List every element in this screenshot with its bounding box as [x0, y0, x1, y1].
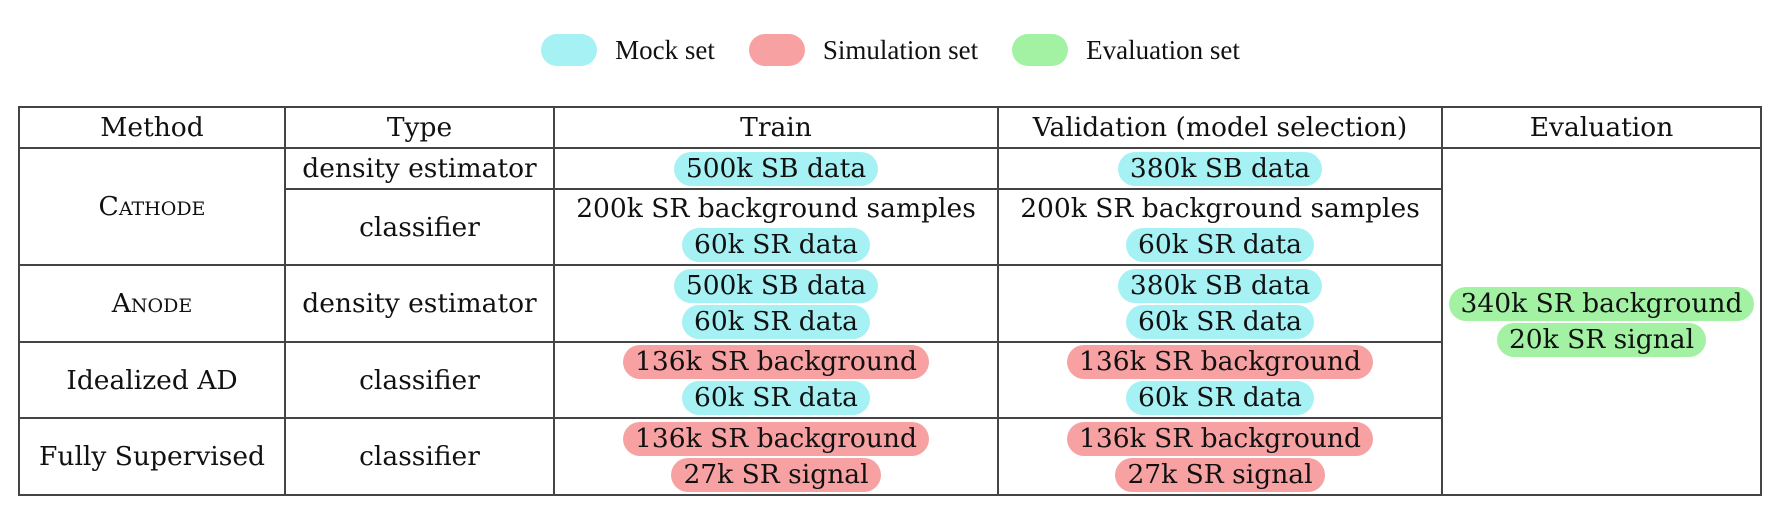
- header-evaluation: Evaluation: [1441, 105, 1762, 150]
- mock-chip: 60k SR data: [682, 381, 870, 416]
- validation-cell: 200k SR background samples 60k SR data: [997, 187, 1443, 267]
- header-type: Type: [284, 105, 555, 150]
- type-cell: classifier: [284, 187, 555, 267]
- header-method: Method: [18, 105, 286, 150]
- mock-set-swatch: [541, 34, 598, 66]
- header-row: Method Type Train Validation (model sele…: [18, 105, 1762, 150]
- legend-item-simulation: Simulation set: [748, 34, 979, 66]
- mock-chip: 60k SR data: [682, 304, 870, 339]
- mock-chip: 60k SR data: [1126, 228, 1314, 262]
- train-cell: 200k SR background samples 60k SR data: [553, 187, 999, 267]
- legend-item-mock: Mock set: [541, 34, 715, 66]
- simulation-set-swatch: [748, 34, 805, 66]
- plain-entry: 200k SR background samples: [576, 193, 976, 224]
- legend-label-simulation: Simulation set: [822, 34, 979, 65]
- header-train: Train: [553, 105, 999, 150]
- table-row: classifier 200k SR background samples 60…: [19, 187, 1761, 267]
- header-validation: Validation (model selection): [997, 105, 1443, 150]
- validation-cell: 380k SB data 60k SR data: [997, 264, 1443, 343]
- validation-cell: 136k SR background 27k SR signal: [997, 417, 1443, 496]
- train-cell: 500k SB data 60k SR data: [553, 264, 999, 343]
- method-fully-supervised: Fully Supervised: [18, 417, 286, 496]
- evaluation-chip: 340k SR background: [1448, 286, 1755, 321]
- method-anode: Anode: [18, 264, 286, 343]
- mock-chip: 380k SB data: [1117, 268, 1323, 303]
- type-cell: classifier: [284, 417, 555, 496]
- table-row: Cathode density estimator 500k SB data 3…: [18, 147, 1762, 496]
- method-cathode: Cathode: [18, 147, 286, 267]
- mock-chip: 500k SB data: [673, 152, 879, 187]
- mock-chip: 60k SR data: [1126, 304, 1314, 339]
- plain-entry: 200k SR background samples: [1020, 193, 1420, 224]
- mock-chip: 380k SB data: [1117, 152, 1323, 187]
- method-idealized-ad: Idealized AD: [18, 340, 286, 420]
- table-row: Anode density estimator 500k SB data 60k…: [18, 264, 1761, 343]
- train-cell: 136k SR background 27k SR signal: [553, 417, 999, 496]
- simulation-chip: 27k SR signal: [671, 457, 881, 492]
- simulation-chip: 136k SR background: [623, 345, 929, 380]
- evaluation-chip: 20k SR signal: [1496, 322, 1707, 357]
- type-cell: density estimator: [284, 264, 555, 343]
- validation-cell: 136k SR background 60k SR data: [997, 340, 1443, 420]
- type-cell: classifier: [284, 340, 555, 420]
- dataset-table: Method Type Train Validation (model sele…: [18, 105, 1762, 496]
- validation-cell: 380k SB data: [997, 147, 1443, 190]
- mock-chip: 500k SB data: [673, 268, 879, 303]
- train-cell: 136k SR background 60k SR data: [553, 340, 999, 420]
- train-cell: 500k SB data: [553, 147, 999, 190]
- simulation-chip: 136k SR background: [1067, 345, 1373, 380]
- type-cell: density estimator: [284, 147, 555, 190]
- legend: Mock set Simulation set Evaluation set: [0, 30, 1781, 70]
- evaluation-set-swatch: [1012, 34, 1069, 66]
- simulation-chip: 27k SR signal: [1115, 457, 1325, 492]
- simulation-chip: 136k SR background: [623, 421, 929, 456]
- mock-chip: 60k SR data: [1126, 381, 1314, 416]
- table-row: Fully Supervised classifier 136k SR back…: [18, 417, 1761, 496]
- legend-item-evaluation: Evaluation set: [1012, 34, 1240, 66]
- legend-label-evaluation: Evaluation set: [1086, 34, 1240, 65]
- evaluation-cell: 340k SR background 20k SR signal: [1441, 147, 1762, 496]
- table-row: Idealized AD classifier 136k SR backgrou…: [18, 340, 1761, 420]
- mock-chip: 60k SR data: [682, 228, 870, 262]
- legend-label-mock: Mock set: [615, 34, 715, 65]
- simulation-chip: 136k SR background: [1067, 421, 1373, 456]
